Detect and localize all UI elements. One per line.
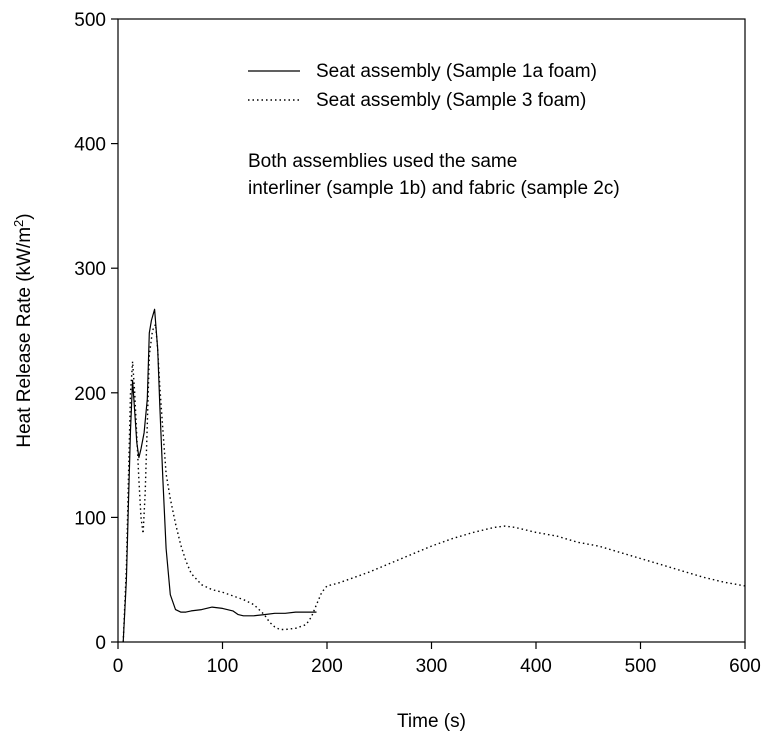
x-tick-label: 600: [729, 656, 761, 677]
legend: Seat assembly (Sample 1a foam) Seat assem…: [248, 61, 597, 111]
y-tick-label: 400: [74, 135, 106, 156]
x-tick-label: 400: [520, 656, 552, 677]
plot-frame: [117, 18, 746, 643]
annotation-line: Both assemblies used the same: [248, 151, 517, 172]
x-tick-label: 0: [113, 656, 124, 677]
plot-border: [117, 18, 746, 643]
y-tick-label: 300: [74, 259, 106, 280]
x-tick-label: 500: [625, 656, 657, 677]
y-axis-label: Heat Release Rate (kW/m2): [11, 213, 36, 447]
legend-label-1: Seat assembly (Sample 1a foam): [316, 61, 597, 82]
axis-ticks: 0 100 200 300 400 500 600 0 100 200 300 400 500: [74, 10, 761, 677]
series-line-1: [122, 308, 317, 643]
y-tick-label: 200: [74, 384, 106, 405]
x-axis-label: Time (s): [397, 711, 466, 732]
y-tick-label: 0: [95, 633, 106, 654]
annotation-line: interliner (sample 1b) and fabric (sampl…: [248, 178, 620, 199]
y-tick-label: 100: [74, 508, 106, 529]
x-tick-label: 100: [207, 656, 239, 677]
x-tick-label: 200: [311, 656, 343, 677]
series-line-2: [122, 323, 746, 643]
x-tick-label: 300: [416, 656, 448, 677]
annotation: Both assemblies used the same interliner …: [248, 151, 620, 199]
legend-label-2: Seat assembly (Sample 3 foam): [316, 90, 586, 111]
y-tick-label: 500: [74, 10, 106, 31]
series-layer: [122, 308, 746, 643]
